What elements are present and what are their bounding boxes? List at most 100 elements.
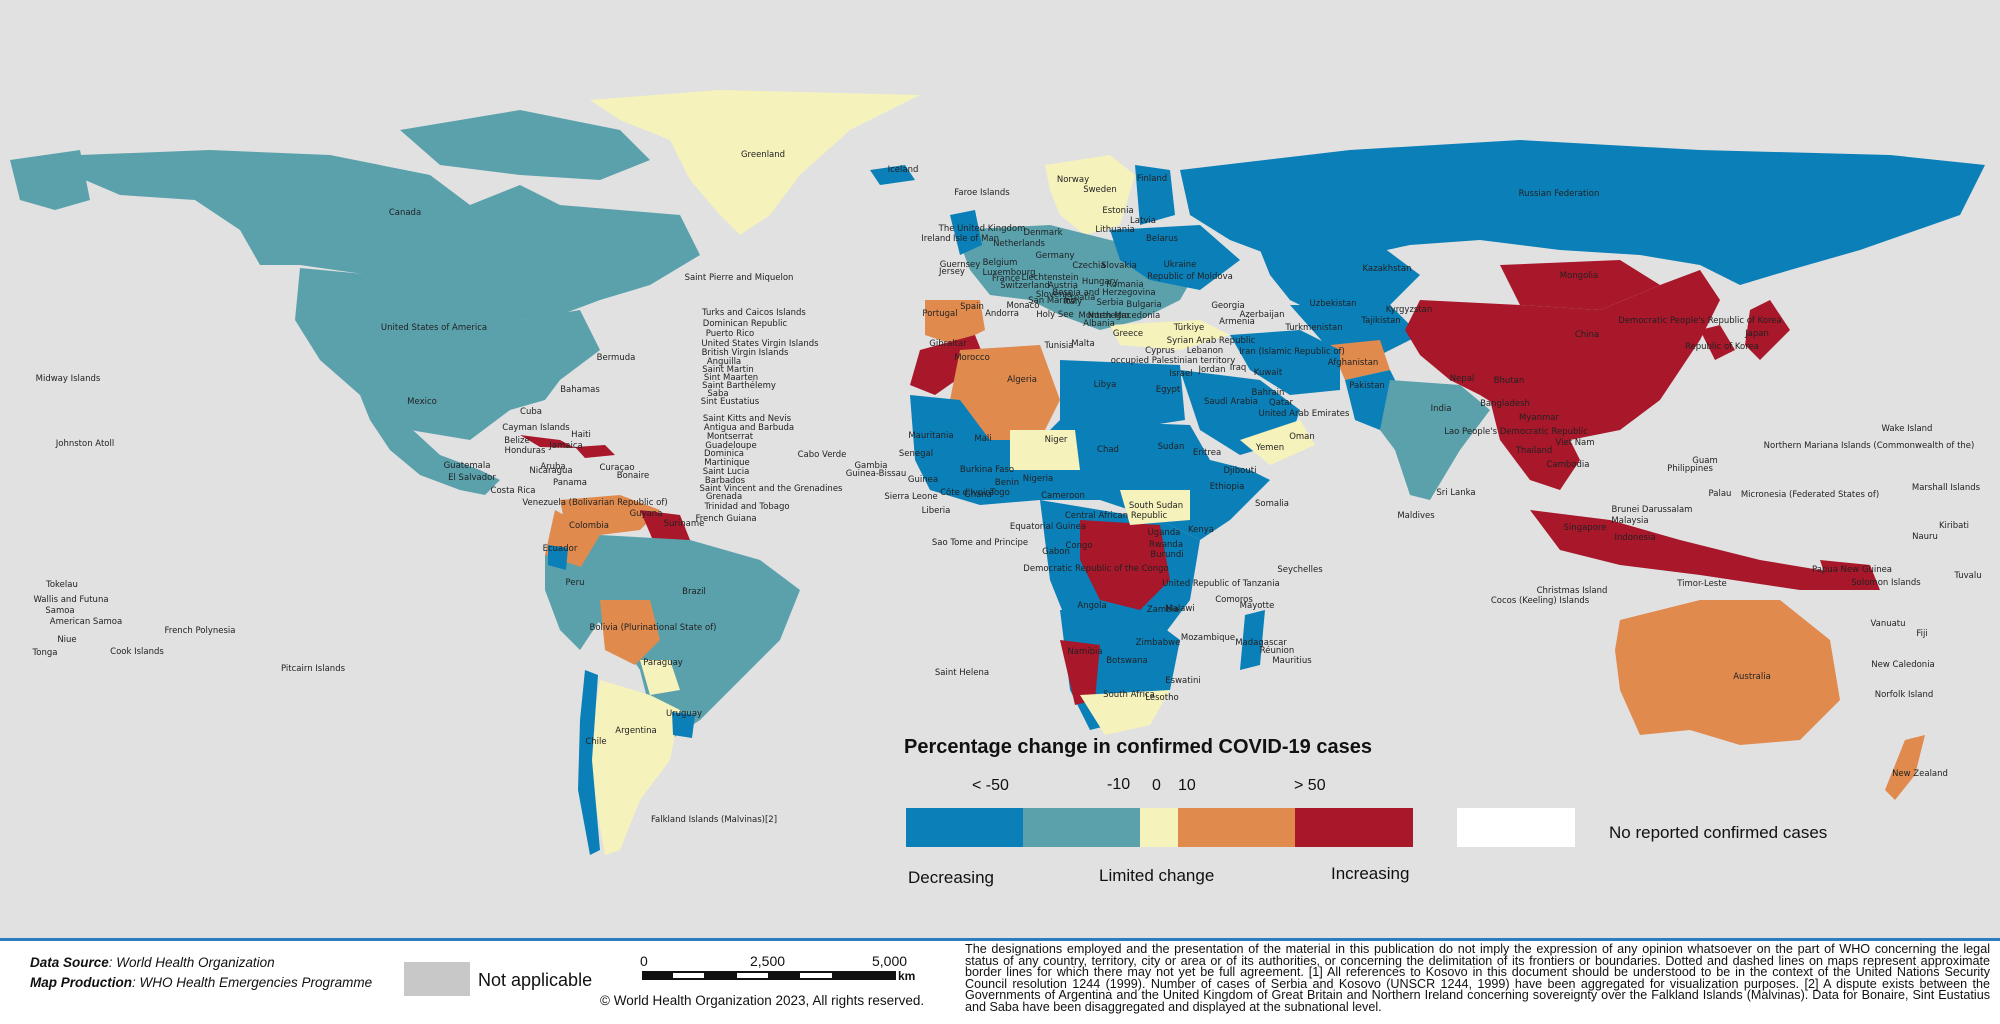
map-label-azerbaijan: Azerbaijan — [1240, 310, 1285, 320]
map-label-r-union: Réunion — [1260, 645, 1294, 656]
map-label-jersey: Jersey — [938, 267, 965, 277]
map-label-ireland: Ireland — [921, 234, 950, 244]
country-indonesia — [1530, 510, 1870, 590]
map-label-botswana: Botswana — [1106, 656, 1148, 666]
map-label-grenada: Grenada — [706, 492, 742, 502]
map-label-lebanon: Lebanon — [1187, 346, 1223, 356]
map-label-portugal: Portugal — [922, 309, 957, 319]
map-label-switzerland: Switzerland — [1000, 281, 1050, 291]
map-label-saint-martin: Saint Martin — [702, 365, 754, 375]
map-label-seychelles: Seychelles — [1277, 565, 1323, 575]
map-label-gabon: Gabon — [1042, 547, 1070, 557]
map-label-french-guiana: French Guiana — [695, 514, 756, 524]
map-label-holy-see: Holy See — [1036, 310, 1074, 320]
map-label-mauritius: Mauritius — [1272, 656, 1312, 666]
map-label-martinique: Martinique — [704, 458, 750, 468]
map-label-aruba: Aruba — [540, 462, 565, 472]
map-label-thailand: Thailand — [1515, 446, 1553, 456]
country-drc — [1080, 520, 1170, 610]
map-label-saint-vincent-and-the-grenadines: Saint Vincent and the Grenadines — [700, 484, 844, 494]
map-label-tajikistan: Tajikistan — [1360, 316, 1400, 326]
map-label-bolivia-plurinational-state-of: Bolivia (Plurinational State of) — [590, 623, 717, 633]
map-label-qatar: Qatar — [1269, 398, 1293, 408]
map-label-democratic-people-s-republic-of-korea: Democratic People's Republic of Korea — [1618, 316, 1781, 326]
map-label-finland: Finland — [1137, 174, 1167, 184]
map-label-yemen: Yemen — [1255, 443, 1284, 453]
map-label-cook-islands: Cook Islands — [110, 647, 164, 657]
legend-swatch-gt-50 — [1295, 808, 1413, 847]
map-label-spain: Spain — [960, 302, 984, 312]
map-label-antigua-and-barbuda: Antigua and Barbuda — [704, 423, 794, 433]
map-label-bonaire: Bonaire — [617, 471, 650, 481]
scale-label-0: 0 — [640, 953, 648, 969]
map-label-mexico: Mexico — [407, 397, 437, 407]
map-label-estonia: Estonia — [1102, 206, 1133, 216]
map-label-mayotte: Mayotte — [1240, 601, 1275, 611]
map-label-pitcairn-islands: Pitcairn Islands — [281, 664, 346, 674]
legend-swatch-minus-50-to-minus-10 — [1023, 808, 1140, 847]
map-label-mauritania: Mauritania — [908, 431, 953, 441]
map-label-romania: Romania — [1106, 280, 1143, 290]
country-new-zealand — [1885, 735, 1925, 800]
map-label-papua-new-guinea: Papua New Guinea — [1812, 565, 1892, 575]
map-label-bulgaria: Bulgaria — [1126, 300, 1161, 310]
legend-swatch-lt-minus-50 — [906, 808, 1023, 847]
country-norway-sweden — [1045, 155, 1135, 235]
country-eastern-europe — [1110, 225, 1240, 290]
map-label-djibouti: Djibouti — [1224, 466, 1257, 476]
map-label-bahamas: Bahamas — [560, 385, 600, 395]
map-label-niger: Niger — [1045, 435, 1068, 445]
map-label-myanmar: Myanmar — [1519, 413, 1559, 423]
country-south-africa — [1080, 690, 1170, 735]
map-label-zimbabwe: Zimbabwe — [1136, 638, 1181, 648]
country-guyana — [640, 510, 690, 545]
legend-tick-0: 0 — [1152, 777, 1161, 794]
map-label-nicaragua: Nicaragua — [529, 466, 572, 476]
country-usa — [295, 268, 600, 440]
map-label-congo: Congo — [1065, 541, 1092, 551]
country-iceland — [870, 165, 915, 185]
map-label-honduras: Honduras — [505, 446, 546, 456]
map-label-uganda: Uganda — [1148, 528, 1181, 538]
map-label-palau: Palau — [1709, 489, 1732, 499]
country-india — [1380, 380, 1490, 500]
map-label-timor-leste: Timor-Leste — [1676, 579, 1727, 589]
map-label-niue: Niue — [57, 635, 76, 645]
map-label-serbia: Serbia — [1096, 298, 1123, 308]
map-label-venezuela-bolivarian-republic-of: Venezuela (Bolivarian Republic of) — [522, 498, 667, 508]
map-label-mozambique: Mozambique — [1181, 633, 1235, 643]
country-cuba — [520, 435, 575, 448]
country-mexico — [360, 395, 500, 495]
map-label-kiribati: Kiribati — [1939, 521, 1969, 531]
map-label-togo: Togo — [989, 488, 1010, 498]
country-yemen-oman — [1240, 420, 1315, 465]
map-label-guinea: Guinea — [908, 475, 938, 485]
map-label-morocco: Morocco — [954, 353, 990, 363]
map-label-jamaica: Jamaica — [548, 441, 582, 451]
map-label-liechtenstein: Liechtenstein — [1021, 273, 1078, 283]
map-label-latvia: Latvia — [1130, 216, 1156, 226]
legend-swatch-10-to-50 — [1178, 808, 1295, 847]
country-argentina — [590, 680, 680, 855]
map-label-united-states-of-america: United States of America — [381, 323, 487, 333]
map-label-saba: Saba — [707, 389, 728, 399]
map-label-zambia: Zambia — [1147, 605, 1179, 615]
map-label-italy: Italy — [1064, 297, 1082, 307]
country-brazil — [570, 535, 800, 740]
map-label-madagascar: Madagascar — [1235, 638, 1287, 648]
country-peru — [545, 555, 600, 650]
map-label-the-united-kingdom: The United Kingdom — [938, 224, 1026, 234]
map-label-republic-of-moldova: Republic of Moldova — [1147, 272, 1233, 282]
map-label-ethiopia: Ethiopia — [1210, 482, 1245, 492]
country-namibia — [1060, 640, 1100, 705]
country-turkiye — [1110, 320, 1230, 350]
map-label-croatia: Croatia — [1065, 293, 1096, 303]
map-label-bosnia-and-herzegovina: Bosnia and Herzegovina — [1052, 288, 1155, 298]
map-label-hungary: Hungary — [1082, 277, 1118, 287]
map-label-jordan: Jordan — [1197, 365, 1225, 375]
country-south-sudan — [1120, 490, 1190, 525]
country-niger — [1010, 430, 1080, 470]
map-label-costa-rica: Costa Rica — [491, 486, 536, 496]
map-label-indonesia: Indonesia — [1614, 533, 1655, 543]
map-label-belarus: Belarus — [1146, 234, 1179, 244]
